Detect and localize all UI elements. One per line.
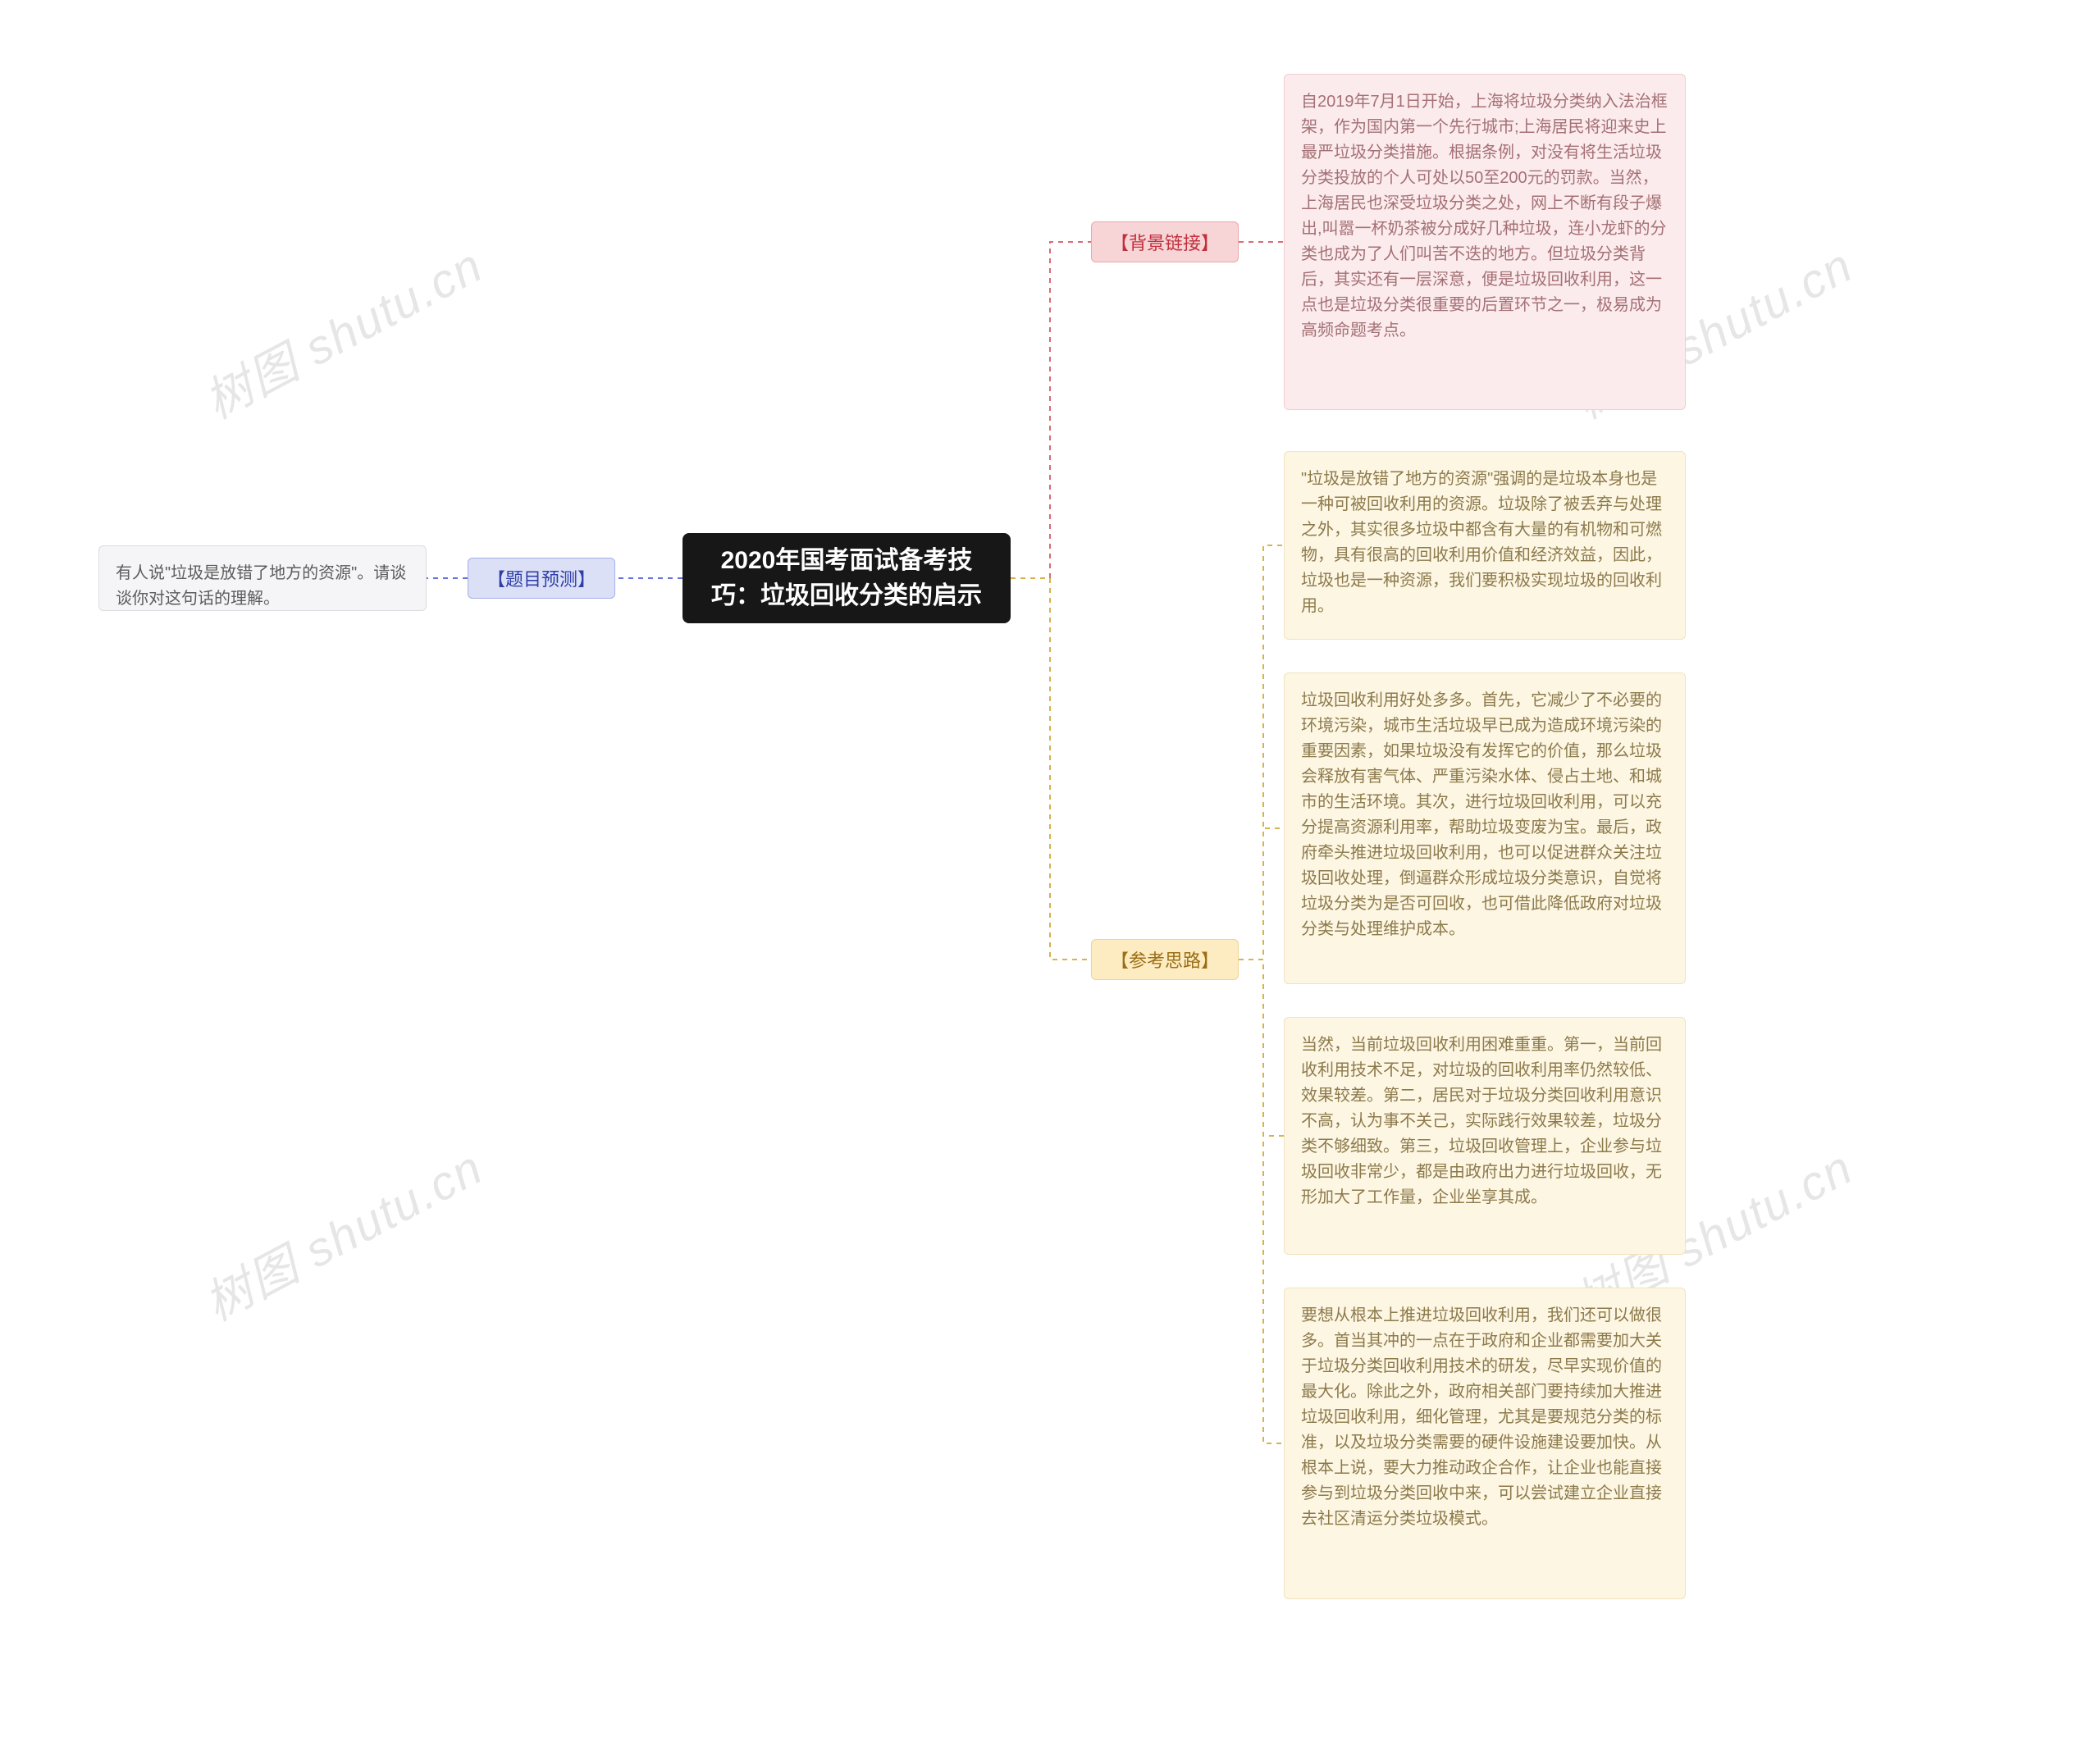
branch-reference[interactable]: 【参考思路】 bbox=[1091, 939, 1239, 980]
connectors bbox=[0, 0, 2100, 1746]
branch-background[interactable]: 【背景链接】 bbox=[1091, 221, 1239, 262]
leaf-background-text: 自2019年7月1日开始，上海将垃圾分类纳入法治框架，作为国内第一个先行城市;上… bbox=[1284, 74, 1686, 410]
leaf-reference-1: "垃圾是放错了地方的资源"强调的是垃圾本身也是一种可被回收利用的资源。垃圾除了被… bbox=[1284, 451, 1686, 640]
watermark: 树图 shutu.cn bbox=[190, 1129, 493, 1333]
leaf-reference-4: 要想从根本上推进垃圾回收利用，我们还可以做很多。首当其冲的一点在于政府和企业都需… bbox=[1284, 1288, 1686, 1599]
branch-question[interactable]: 【题目预测】 bbox=[468, 558, 615, 599]
leaf-reference-2: 垃圾回收利用好处多多。首先，它减少了不必要的环境污染，城市生活垃圾早已成为造成环… bbox=[1284, 672, 1686, 984]
mindmap-canvas: 树图 shutu.cn 树图 shutu.cn 树图 shutu.cn 树图 s… bbox=[0, 0, 2100, 1746]
leaf-question-text: 有人说"垃圾是放错了地方的资源"。请谈谈你对这句话的理解。 bbox=[98, 545, 427, 611]
center-node[interactable]: 2020年国考面试备考技巧：垃圾回收分类的启示 bbox=[682, 533, 1011, 623]
leaf-reference-3: 当然，当前垃圾回收利用困难重重。第一，当前回收利用技术不足，对垃圾的回收利用率仍… bbox=[1284, 1017, 1686, 1255]
watermark: 树图 shutu.cn bbox=[190, 227, 493, 431]
